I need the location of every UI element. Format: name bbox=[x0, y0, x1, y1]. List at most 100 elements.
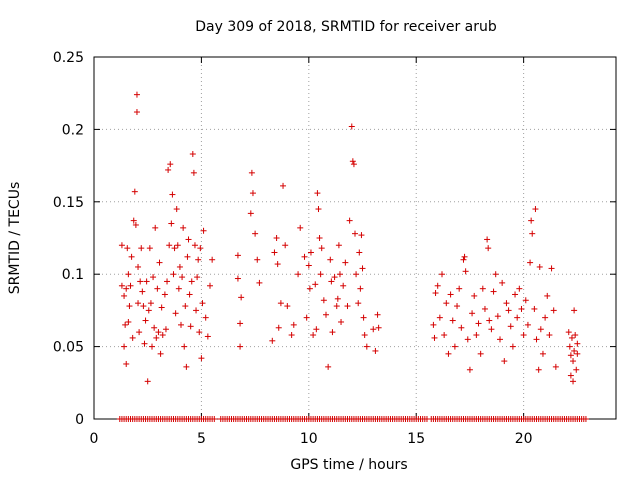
data-point bbox=[374, 311, 381, 318]
data-point bbox=[573, 366, 580, 373]
data-point bbox=[143, 278, 150, 285]
data-point bbox=[131, 188, 138, 195]
data-point bbox=[464, 336, 471, 343]
data-point bbox=[566, 343, 573, 350]
data-point bbox=[512, 291, 519, 298]
y-tick-label: 0.1 bbox=[62, 267, 84, 283]
data-point bbox=[349, 158, 356, 165]
data-point bbox=[139, 288, 146, 295]
data-point bbox=[121, 343, 128, 350]
data-point bbox=[184, 253, 191, 260]
data-point bbox=[458, 324, 465, 331]
data-point bbox=[318, 245, 325, 252]
data-point bbox=[147, 300, 154, 307]
data-point bbox=[176, 263, 183, 270]
data-point bbox=[238, 294, 245, 301]
data-point bbox=[315, 206, 322, 213]
data-point bbox=[122, 321, 129, 328]
data-point bbox=[475, 320, 482, 327]
data-point bbox=[155, 329, 162, 336]
data-point bbox=[317, 271, 324, 278]
data-point bbox=[485, 245, 492, 252]
data-point bbox=[194, 274, 201, 281]
data-point bbox=[132, 221, 139, 228]
data-point bbox=[202, 314, 209, 321]
data-point bbox=[494, 313, 501, 320]
chart-title: Day 309 of 2018, SRMTID for receiver aru… bbox=[195, 19, 497, 35]
data-point bbox=[335, 242, 342, 249]
data-point bbox=[527, 259, 534, 266]
x-tick-label: 5 bbox=[197, 431, 206, 447]
data-point bbox=[305, 262, 312, 269]
data-point bbox=[430, 321, 437, 328]
data-point bbox=[370, 326, 377, 333]
data-point bbox=[358, 232, 365, 239]
data-point bbox=[159, 332, 166, 339]
data-point bbox=[138, 245, 145, 252]
data-point bbox=[342, 259, 349, 266]
data-point bbox=[171, 245, 178, 252]
data-point bbox=[546, 332, 553, 339]
data-point bbox=[338, 318, 345, 325]
data-point bbox=[565, 329, 572, 336]
x-tick-label: 0 bbox=[90, 431, 99, 447]
data-point bbox=[350, 161, 357, 168]
data-point bbox=[234, 252, 241, 259]
data-point bbox=[507, 323, 514, 330]
data-point bbox=[536, 263, 543, 270]
data-point bbox=[574, 350, 581, 357]
data-point bbox=[133, 109, 140, 116]
data-point bbox=[499, 279, 506, 286]
data-point bbox=[166, 242, 173, 249]
data-point bbox=[196, 329, 203, 336]
data-point bbox=[124, 245, 131, 252]
data-point bbox=[331, 274, 338, 281]
data-point bbox=[307, 249, 314, 256]
data-point bbox=[273, 235, 280, 241]
x-tick-label: 20 bbox=[515, 431, 533, 447]
data-point bbox=[520, 332, 527, 339]
data-point bbox=[334, 295, 341, 302]
data-point bbox=[187, 323, 194, 330]
zero-data-point bbox=[582, 416, 589, 422]
x-axis-label: GPS time / hours bbox=[290, 457, 407, 473]
zero-data-point bbox=[211, 416, 218, 422]
data-point bbox=[572, 332, 579, 339]
data-point bbox=[516, 285, 523, 292]
data-point bbox=[432, 290, 439, 297]
data-point bbox=[161, 291, 168, 298]
y-tick-label: 0 bbox=[75, 412, 84, 428]
data-point bbox=[234, 275, 241, 282]
data-point bbox=[129, 334, 136, 341]
data-point bbox=[195, 256, 202, 263]
grid-lines bbox=[94, 57, 616, 419]
y-tick-label: 0.05 bbox=[53, 340, 84, 356]
data-point bbox=[486, 317, 493, 324]
data-point bbox=[141, 340, 148, 347]
data-point bbox=[158, 304, 165, 311]
y-tick-label: 0.2 bbox=[62, 122, 84, 138]
data-point bbox=[175, 285, 182, 292]
data-point bbox=[204, 333, 211, 340]
data-point bbox=[290, 321, 297, 328]
x-tick-label: 10 bbox=[300, 431, 318, 447]
data-point bbox=[146, 245, 153, 252]
data-point bbox=[164, 278, 171, 285]
data-point bbox=[162, 326, 169, 333]
data-point bbox=[542, 314, 549, 321]
data-point bbox=[447, 291, 454, 298]
data-point bbox=[532, 206, 539, 213]
data-point bbox=[248, 169, 255, 176]
data-point bbox=[355, 300, 362, 307]
data-point bbox=[329, 329, 336, 336]
data-point bbox=[533, 336, 540, 343]
data-point bbox=[550, 307, 557, 314]
data-point bbox=[344, 303, 351, 310]
data-point bbox=[150, 274, 157, 281]
data-point bbox=[137, 278, 144, 285]
data-point bbox=[165, 166, 172, 173]
data-point bbox=[269, 337, 276, 344]
data-point bbox=[570, 358, 577, 365]
y-tick-label: 0.15 bbox=[53, 195, 84, 211]
data-point bbox=[125, 318, 132, 325]
